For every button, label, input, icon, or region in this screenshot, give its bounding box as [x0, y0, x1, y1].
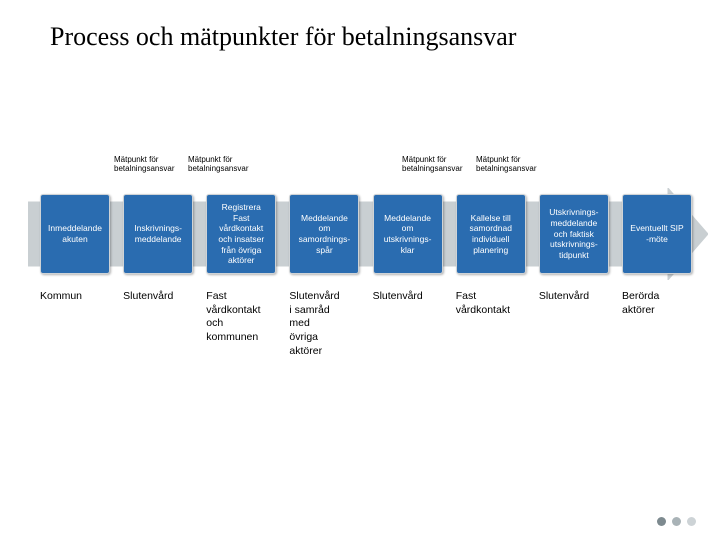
actor-cell-0: Kommun	[40, 290, 110, 358]
footer-dot-0	[657, 517, 666, 526]
actors-row: KommunSlutenvårdFast vårdkontakt och kom…	[40, 290, 692, 358]
actor-cell-4: Slutenvård	[373, 290, 443, 358]
actor-cell-2: Fast vårdkontakt och kommunen	[206, 290, 276, 358]
process-box-7: Eventuellt SIP -möte	[622, 194, 692, 274]
process-box-5: Kallelse till samordnad individuell plan…	[456, 194, 526, 274]
actor-cell-6: Slutenvård	[539, 290, 609, 358]
actor-cell-7: Berörda aktörer	[622, 290, 692, 358]
actor-cell-5: Fast vårdkontakt	[456, 290, 526, 358]
measure-label: Mätpunkt för betalningsansvar	[188, 155, 248, 173]
process-box-2: Registrera Fast vårdkontakt och insatser…	[206, 194, 276, 274]
actor-cell-3: Slutenvård i samråd med övriga aktörer	[289, 290, 359, 358]
footer-dots	[657, 517, 696, 526]
process-box-3: Meddelande om samordnings- spår	[289, 194, 359, 274]
actor-cell-1: Slutenvård	[123, 290, 193, 358]
process-boxes-row: Inmeddelande akutenInskrivnings- meddela…	[40, 194, 692, 274]
measure-label: Mätpunkt för betalningsansvar	[476, 155, 536, 173]
process-box-6: Utskrivnings- meddelande och faktisk uts…	[539, 194, 609, 274]
process-box-0: Inmeddelande akuten	[40, 194, 110, 274]
process-box-1: Inskrivnings- meddelande	[123, 194, 193, 274]
measure-label: Mätpunkt för betalningsansvar	[114, 155, 174, 173]
measure-label: Mätpunkt för betalningsansvar	[402, 155, 462, 173]
page-title: Process och mätpunkter för betalningsans…	[50, 22, 516, 52]
footer-dot-1	[672, 517, 681, 526]
footer-dot-2	[687, 517, 696, 526]
process-box-4: Meddelande om utskrivnings- klar	[373, 194, 443, 274]
